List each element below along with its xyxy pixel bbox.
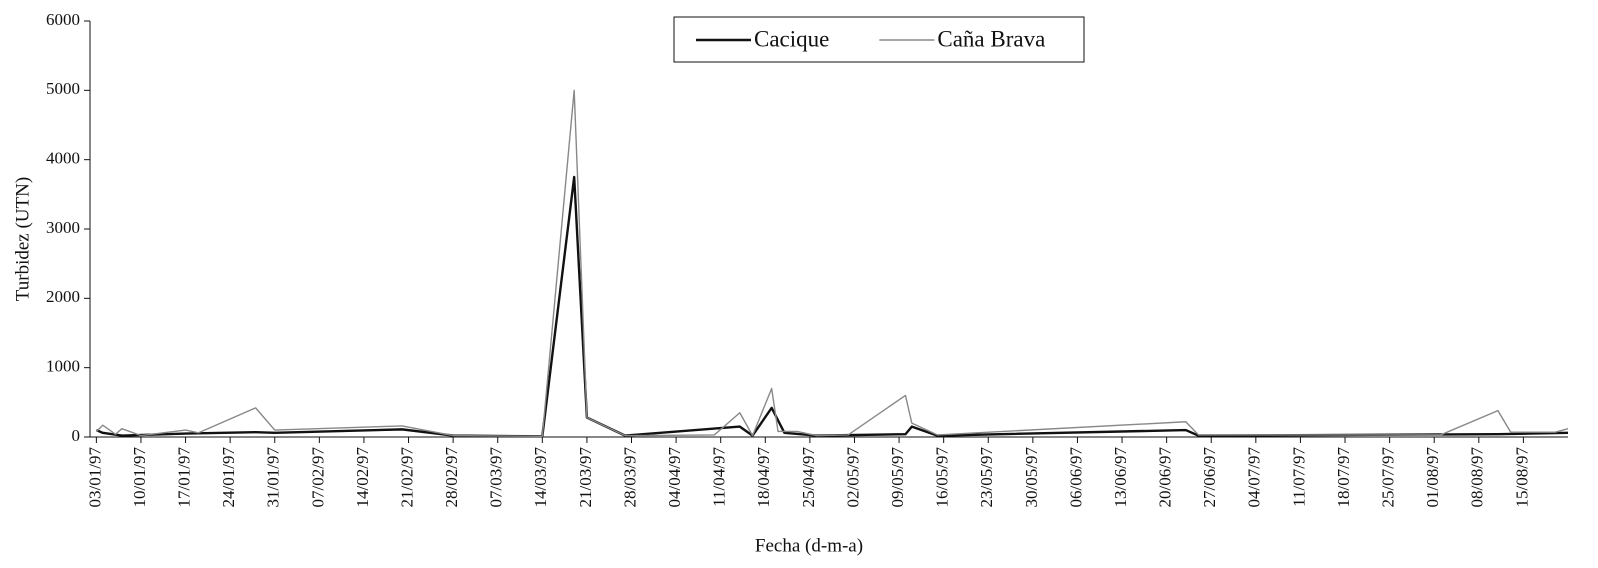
x-tick-label: 04/07/97 bbox=[1245, 447, 1264, 508]
x-tick-label: 31/01/97 bbox=[264, 447, 283, 508]
x-tick-label: 30/05/97 bbox=[1022, 447, 1041, 508]
data-line bbox=[95, 89, 1569, 438]
x-tick-label: 18/04/97 bbox=[754, 447, 773, 508]
x-tick-label: 24/01/97 bbox=[219, 447, 238, 508]
y-tick-label: 2000 bbox=[46, 287, 80, 306]
x-tick-label: 14/03/97 bbox=[531, 447, 550, 508]
x-tick-label: 11/04/97 bbox=[710, 447, 729, 507]
y-tick-label: 4000 bbox=[46, 149, 80, 168]
x-tick-label: 09/05/97 bbox=[888, 447, 907, 508]
legend-box bbox=[673, 16, 1085, 63]
x-tick-label: 11/07/97 bbox=[1289, 447, 1308, 507]
x-tick-label: 17/01/97 bbox=[174, 447, 193, 508]
x-tick-label: 28/02/97 bbox=[442, 447, 461, 508]
x-tick-label: 14/02/97 bbox=[353, 447, 372, 508]
x-tick-label: 28/03/97 bbox=[620, 447, 639, 508]
x-tick-label: 07/02/97 bbox=[308, 447, 327, 508]
legend-label: Cacique bbox=[754, 26, 829, 51]
x-tick-label: 18/07/97 bbox=[1334, 447, 1353, 508]
y-tick-label: 5000 bbox=[46, 79, 80, 98]
y-axis-label: Turbidez (UTN) bbox=[12, 177, 33, 301]
x-tick-label: 07/03/97 bbox=[487, 447, 506, 508]
x-tick-label: 06/06/97 bbox=[1066, 447, 1085, 508]
x-tick-label: 21/02/97 bbox=[397, 447, 416, 508]
x-tick-label: 15/08/97 bbox=[1512, 447, 1531, 508]
x-tick-label: 21/03/97 bbox=[576, 447, 595, 508]
x-tick-label: 03/01/97 bbox=[85, 447, 104, 508]
x-axis-label: Fecha (d-m-a) bbox=[755, 535, 863, 556]
x-tick-label: 13/06/97 bbox=[1111, 447, 1130, 508]
x-tick-label: 23/05/97 bbox=[977, 447, 996, 508]
x-tick-label: 20/06/97 bbox=[1156, 447, 1175, 508]
x-tick-label: 10/01/97 bbox=[130, 447, 149, 508]
y-tick-label: 6000 bbox=[46, 10, 80, 29]
y-tick-label: 0 bbox=[72, 426, 81, 445]
x-tick-label: 25/04/97 bbox=[799, 447, 818, 508]
x-tick-label: 16/05/97 bbox=[933, 447, 952, 508]
data-line bbox=[95, 175, 1569, 438]
y-tick-label: 3000 bbox=[46, 218, 80, 237]
x-tick-label: 25/07/97 bbox=[1379, 447, 1398, 508]
y-tick-label: 1000 bbox=[46, 357, 80, 376]
x-tick-label: 02/05/97 bbox=[843, 447, 862, 508]
x-tick-label: 01/08/97 bbox=[1423, 447, 1442, 508]
x-tick-label: 08/08/97 bbox=[1468, 447, 1487, 508]
legend-label: Caña Brava bbox=[937, 26, 1045, 51]
x-tick-label: 27/06/97 bbox=[1200, 447, 1219, 508]
x-tick-label: 04/04/97 bbox=[665, 447, 684, 508]
